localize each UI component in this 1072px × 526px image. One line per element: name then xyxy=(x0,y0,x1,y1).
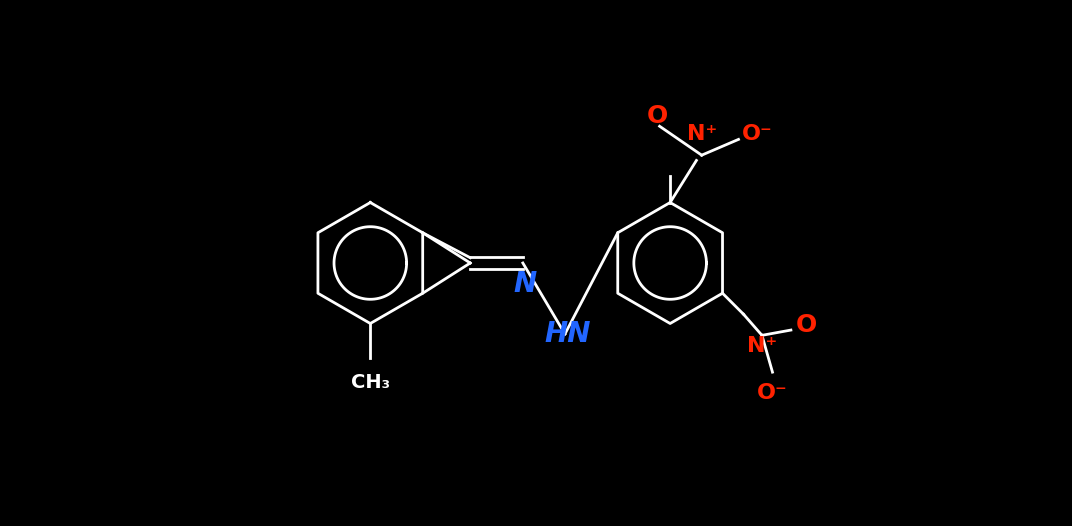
Text: CH₃: CH₃ xyxy=(351,373,390,392)
Text: HN: HN xyxy=(545,320,591,348)
Text: N⁺: N⁺ xyxy=(686,124,717,144)
Text: O⁻: O⁻ xyxy=(757,383,788,403)
Text: N: N xyxy=(513,270,537,298)
Text: O⁻: O⁻ xyxy=(742,124,772,144)
Text: O: O xyxy=(796,313,817,337)
Text: O: O xyxy=(646,104,668,128)
Text: N⁺: N⁺ xyxy=(747,336,777,356)
